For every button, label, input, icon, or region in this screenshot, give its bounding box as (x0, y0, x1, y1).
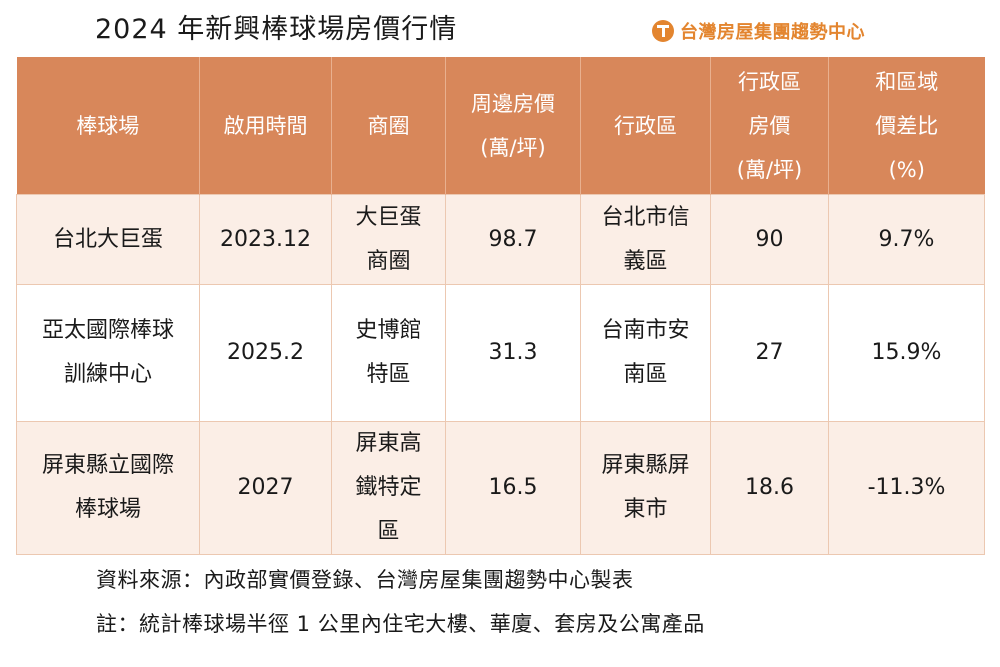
column-header-nearby-price: 周邊房價 (萬/坪) (445, 57, 581, 195)
column-header-district: 商圈 (331, 57, 446, 195)
cell-district: 史博館 特區 (331, 284, 446, 422)
column-header-admin-area: 行政區 (580, 57, 711, 195)
cell-district: 屏東高 鐵特定 區 (331, 421, 446, 555)
source-note: 資料來源：內政部實價登錄、台灣房屋集團趨勢中心製表 (96, 568, 634, 592)
cell-admin-area: 台北市信 義區 (580, 194, 711, 285)
header-row: 棒球場 啟用時間 商圈 周邊房價 (萬/坪) 行政區 行政區 房價 (萬/坪) … (16, 57, 985, 195)
brand-logo: 台灣房屋集團趨勢中心 (652, 16, 865, 46)
cell-stadium: 屏東縣立國際 棒球場 (16, 421, 200, 555)
cell-diff-pct: -11.3% (828, 421, 985, 555)
cell-admin-area: 台南市安 南區 (580, 284, 711, 422)
cell-nearby-price: 98.7 (445, 194, 581, 285)
price-table: 棒球場 啟用時間 商圈 周邊房價 (萬/坪) 行政區 行政區 房價 (萬/坪) … (16, 57, 985, 555)
table-row: 亞太國際棒球 訓練中心 2025.2 史博館 特區 31.3 台南市安 南區 2… (16, 284, 985, 422)
column-header-opening: 啟用時間 (199, 57, 332, 195)
cell-admin-price: 18.6 (710, 421, 829, 555)
brand-name: 台灣房屋集團趨勢中心 (680, 22, 865, 43)
cell-opening: 2025.2 (199, 284, 332, 422)
page-title: 2024 年新興棒球場房價行情 (95, 14, 458, 45)
column-header-stadium: 棒球場 (16, 57, 200, 195)
cell-nearby-price: 31.3 (445, 284, 581, 422)
column-header-diff-pct: 和區域 價差比 (%) (828, 57, 985, 195)
cell-stadium: 亞太國際棒球 訓練中心 (16, 284, 200, 422)
footnote: 註：統計棒球場半徑 1 公里內住宅大樓、華廈、套房及公寓產品 (96, 612, 705, 636)
cell-admin-area: 屏東縣屏 東市 (580, 421, 711, 555)
cell-opening: 2023.12 (199, 194, 332, 285)
taiwan-realty-logo-icon (652, 20, 674, 42)
cell-stadium: 台北大巨蛋 (16, 194, 200, 285)
cell-admin-price: 27 (710, 284, 829, 422)
table-row: 屏東縣立國際 棒球場 2027 屏東高 鐵特定 區 16.5 屏東縣屏 東市 1… (16, 421, 985, 555)
table-row: 台北大巨蛋 2023.12 大巨蛋 商圈 98.7 台北市信 義區 90 9.7… (16, 194, 985, 285)
cell-diff-pct: 15.9% (828, 284, 985, 422)
cell-district: 大巨蛋 商圈 (331, 194, 446, 285)
column-header-admin-price: 行政區 房價 (萬/坪) (710, 57, 829, 195)
cell-admin-price: 90 (710, 194, 829, 285)
cell-diff-pct: 9.7% (828, 194, 985, 285)
cell-nearby-price: 16.5 (445, 421, 581, 555)
cell-opening: 2027 (199, 421, 332, 555)
